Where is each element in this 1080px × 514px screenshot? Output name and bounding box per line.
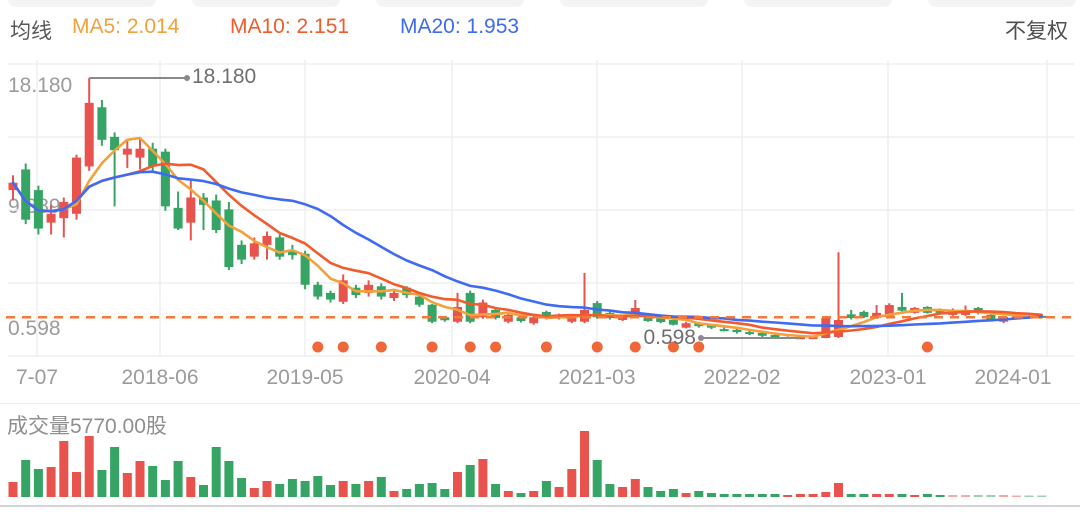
price-chart-canvas[interactable] (0, 60, 1080, 357)
top-tab-1[interactable] (8, 0, 156, 7)
low-price-callout: 0.598 (643, 326, 696, 349)
ma-group-label: 均线 (10, 20, 52, 43)
bottom-border (0, 505, 1080, 507)
y-axis-label-min: 0.598 (8, 317, 61, 340)
volume-chart-canvas[interactable] (0, 405, 1080, 505)
top-tab-6[interactable] (928, 0, 1076, 7)
ma10-value-label: MA10: 2.151 (230, 15, 350, 38)
top-tab-5[interactable] (744, 0, 892, 7)
x-axis-label: 7-07 (15, 366, 59, 389)
x-axis-label: 2019-05 (266, 366, 344, 389)
ma-legend: 均线 MA5: 2.014 MA10: 2.151 MA20: 1.953 不复… (0, 15, 1080, 47)
volume-header-label: 成交量5770.00股 (7, 415, 167, 438)
x-axis-label: 2022-02 (703, 366, 781, 389)
ma20-value-label: MA20: 1.953 (400, 15, 520, 38)
adjust-mode-toggle[interactable]: 不复权 (1005, 20, 1068, 43)
x-axis-label: 2021-03 (558, 366, 636, 389)
x-axis-label: 2024-01 (974, 366, 1052, 389)
top-tab-4[interactable] (560, 0, 708, 7)
volume-pane-divider (0, 403, 1080, 404)
x-axis-label: 2018-06 (121, 366, 199, 389)
x-axis-label: 2023-01 (849, 366, 927, 389)
top-tab-2[interactable] (192, 0, 340, 7)
x-axis-label: 2020-04 (413, 366, 491, 389)
top-tab-3[interactable] (376, 0, 524, 7)
high-price-callout: 18.180 (192, 65, 257, 88)
y-axis-label-max: 18.180 (8, 74, 73, 97)
ma5-value-label: MA5: 2.014 (72, 15, 180, 38)
